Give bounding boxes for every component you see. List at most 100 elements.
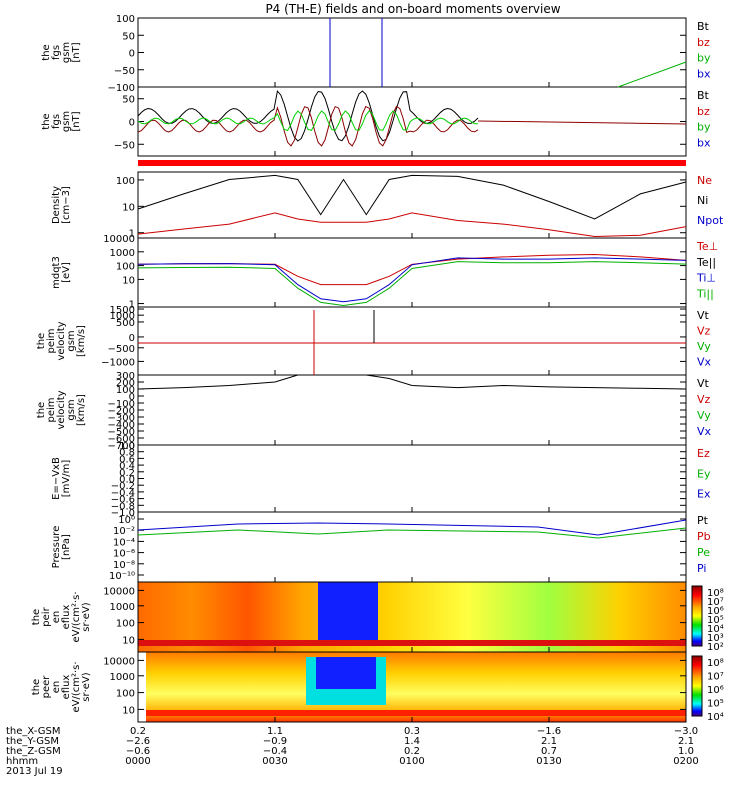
spectrogram-electron-core xyxy=(316,657,376,689)
series-by-fgs xyxy=(137,110,478,132)
y-tick-label: −0.6 xyxy=(111,495,135,506)
y-axis-label: Density xyxy=(51,186,62,224)
x-col-value: 0000 xyxy=(125,756,150,767)
y-axis-label: the xyxy=(31,679,42,695)
legend-entry: by xyxy=(697,121,711,134)
y-axis-label: [nPa] xyxy=(61,534,72,560)
legend-entry: Vz xyxy=(697,325,711,338)
y-axis-label: eflux xyxy=(61,605,72,630)
y-tick-label: 10000 xyxy=(103,586,135,597)
y-tick-label: 10⁻⁶ xyxy=(113,549,135,560)
y-tick-label: 200 xyxy=(116,378,135,389)
legend-entry: Npot xyxy=(697,214,724,227)
y-tick-label: 10⁻¹⁰ xyxy=(109,571,135,582)
y-tick-label: 10000 xyxy=(103,656,135,667)
colorbar-label: 10⁶ xyxy=(707,606,724,617)
y-axis-label: en xyxy=(51,681,62,694)
panel-frame xyxy=(137,306,687,376)
y-tick-label: 100 xyxy=(116,176,135,187)
y-tick-label: 500 xyxy=(116,318,135,329)
y-tick-label: 10000 xyxy=(103,234,135,245)
x-col-value: 2.1 xyxy=(541,736,557,747)
series-Vt xyxy=(137,374,687,390)
legend-entry: bx xyxy=(697,136,711,149)
y-tick-label: 1 xyxy=(129,300,135,311)
colorbar xyxy=(691,655,703,717)
chart-title: P4 (TH-E) fields and on-board moments ov… xyxy=(265,2,560,16)
y-axis-label: [nT] xyxy=(71,111,82,131)
colorbar-label: 10⁵ xyxy=(707,699,724,710)
y-tick-label: −0.2 xyxy=(111,481,135,492)
y-tick-label: 1000 xyxy=(110,602,135,613)
y-axis-label: the xyxy=(36,333,47,349)
y-tick-label: 10 xyxy=(122,705,135,716)
legend-entry: Ez xyxy=(697,447,710,460)
y-axis-label: [cm−3] xyxy=(61,186,72,224)
colorbar-label: 10⁸ xyxy=(707,588,724,599)
y-tick-label: 100 xyxy=(116,689,135,700)
legend-entry: Pe xyxy=(697,546,710,559)
series-Ne xyxy=(137,212,687,238)
y-axis-label: en xyxy=(51,611,62,624)
legend-entry: Vt xyxy=(697,309,710,322)
y-axis-label: peir xyxy=(41,606,52,626)
legend-entry: Vx xyxy=(697,425,712,438)
y-tick-label: −500 xyxy=(108,344,135,355)
colorbar-label: 10⁶ xyxy=(707,685,724,696)
y-axis-label: gsm xyxy=(66,330,77,351)
x-col-value: 0.2 xyxy=(404,746,420,757)
legend-entry: Pi xyxy=(697,562,706,575)
y-tick-label: 10⁻⁸ xyxy=(113,560,135,571)
y-tick-label: −1.0 xyxy=(111,508,135,519)
colorbar-label: 10⁴ xyxy=(707,712,724,723)
x-col-value: 2.1 xyxy=(678,736,694,747)
legend-entry: Vy xyxy=(697,340,711,353)
x-col-value: 0030 xyxy=(262,756,287,767)
y-tick-label: 50 xyxy=(122,31,135,42)
series-Pe xyxy=(137,527,687,539)
y-tick-label: 1.0 xyxy=(119,441,135,452)
series-Ni xyxy=(137,174,687,220)
y-tick-label: 50 xyxy=(122,95,135,106)
legend-entry: Vy xyxy=(697,409,711,422)
series-Pi xyxy=(137,519,687,536)
y-tick-label: 0.2 xyxy=(119,468,135,479)
y-tick-label: 0.4 xyxy=(119,461,135,472)
x-row-label: the_Z-GSM xyxy=(6,746,61,757)
panel-frame xyxy=(137,237,687,308)
panel-density: 100 10 1 Density [cm−3] Ne Ni Npot xyxy=(51,171,724,240)
y-axis-label: velocity xyxy=(56,321,67,360)
x-col-value: 0130 xyxy=(536,756,561,767)
legend-entry: Te|| xyxy=(696,256,716,269)
y-axis-label: [eV] xyxy=(61,262,72,283)
y-axis-label: [km/s] xyxy=(76,394,87,426)
y-tick-label: 100 xyxy=(116,14,135,25)
panel-frame xyxy=(137,17,687,88)
y-tick-label: −50 xyxy=(114,140,135,151)
y-tick-label: −50 xyxy=(114,66,135,77)
legend-entry: Bt xyxy=(697,89,710,102)
y-tick-label: 0.0 xyxy=(119,475,135,486)
y-tick-label: 0.6 xyxy=(119,454,135,465)
y-tick-label: 1500 xyxy=(110,305,135,316)
spectrogram-ion-core xyxy=(318,582,378,640)
panel-frame xyxy=(137,444,687,513)
legend-entry: Pb xyxy=(697,530,711,543)
x-col-value: −0.4 xyxy=(263,746,287,757)
colorbar-label: 10⁷ xyxy=(707,597,724,608)
y-tick-label: 0.8 xyxy=(119,448,135,459)
y-tick-label: 10 xyxy=(122,202,135,213)
y-axis-label: the xyxy=(36,402,47,418)
y-tick-label: −0.4 xyxy=(111,488,135,499)
y-axis-label: gsm xyxy=(61,42,72,63)
y-axis-label: fgs xyxy=(51,114,62,129)
x-col-value: 0.7 xyxy=(541,746,557,757)
y-tick-label: −500 xyxy=(108,427,135,438)
y-tick-label: −1000 xyxy=(101,357,135,368)
y-axis-label: Pressure xyxy=(51,526,62,569)
y-axis-label: gsm xyxy=(61,111,72,132)
y-axis-label: E=−VxB xyxy=(51,457,62,500)
legend-entry: Pt xyxy=(697,514,709,527)
legend-entry: by xyxy=(697,52,711,65)
